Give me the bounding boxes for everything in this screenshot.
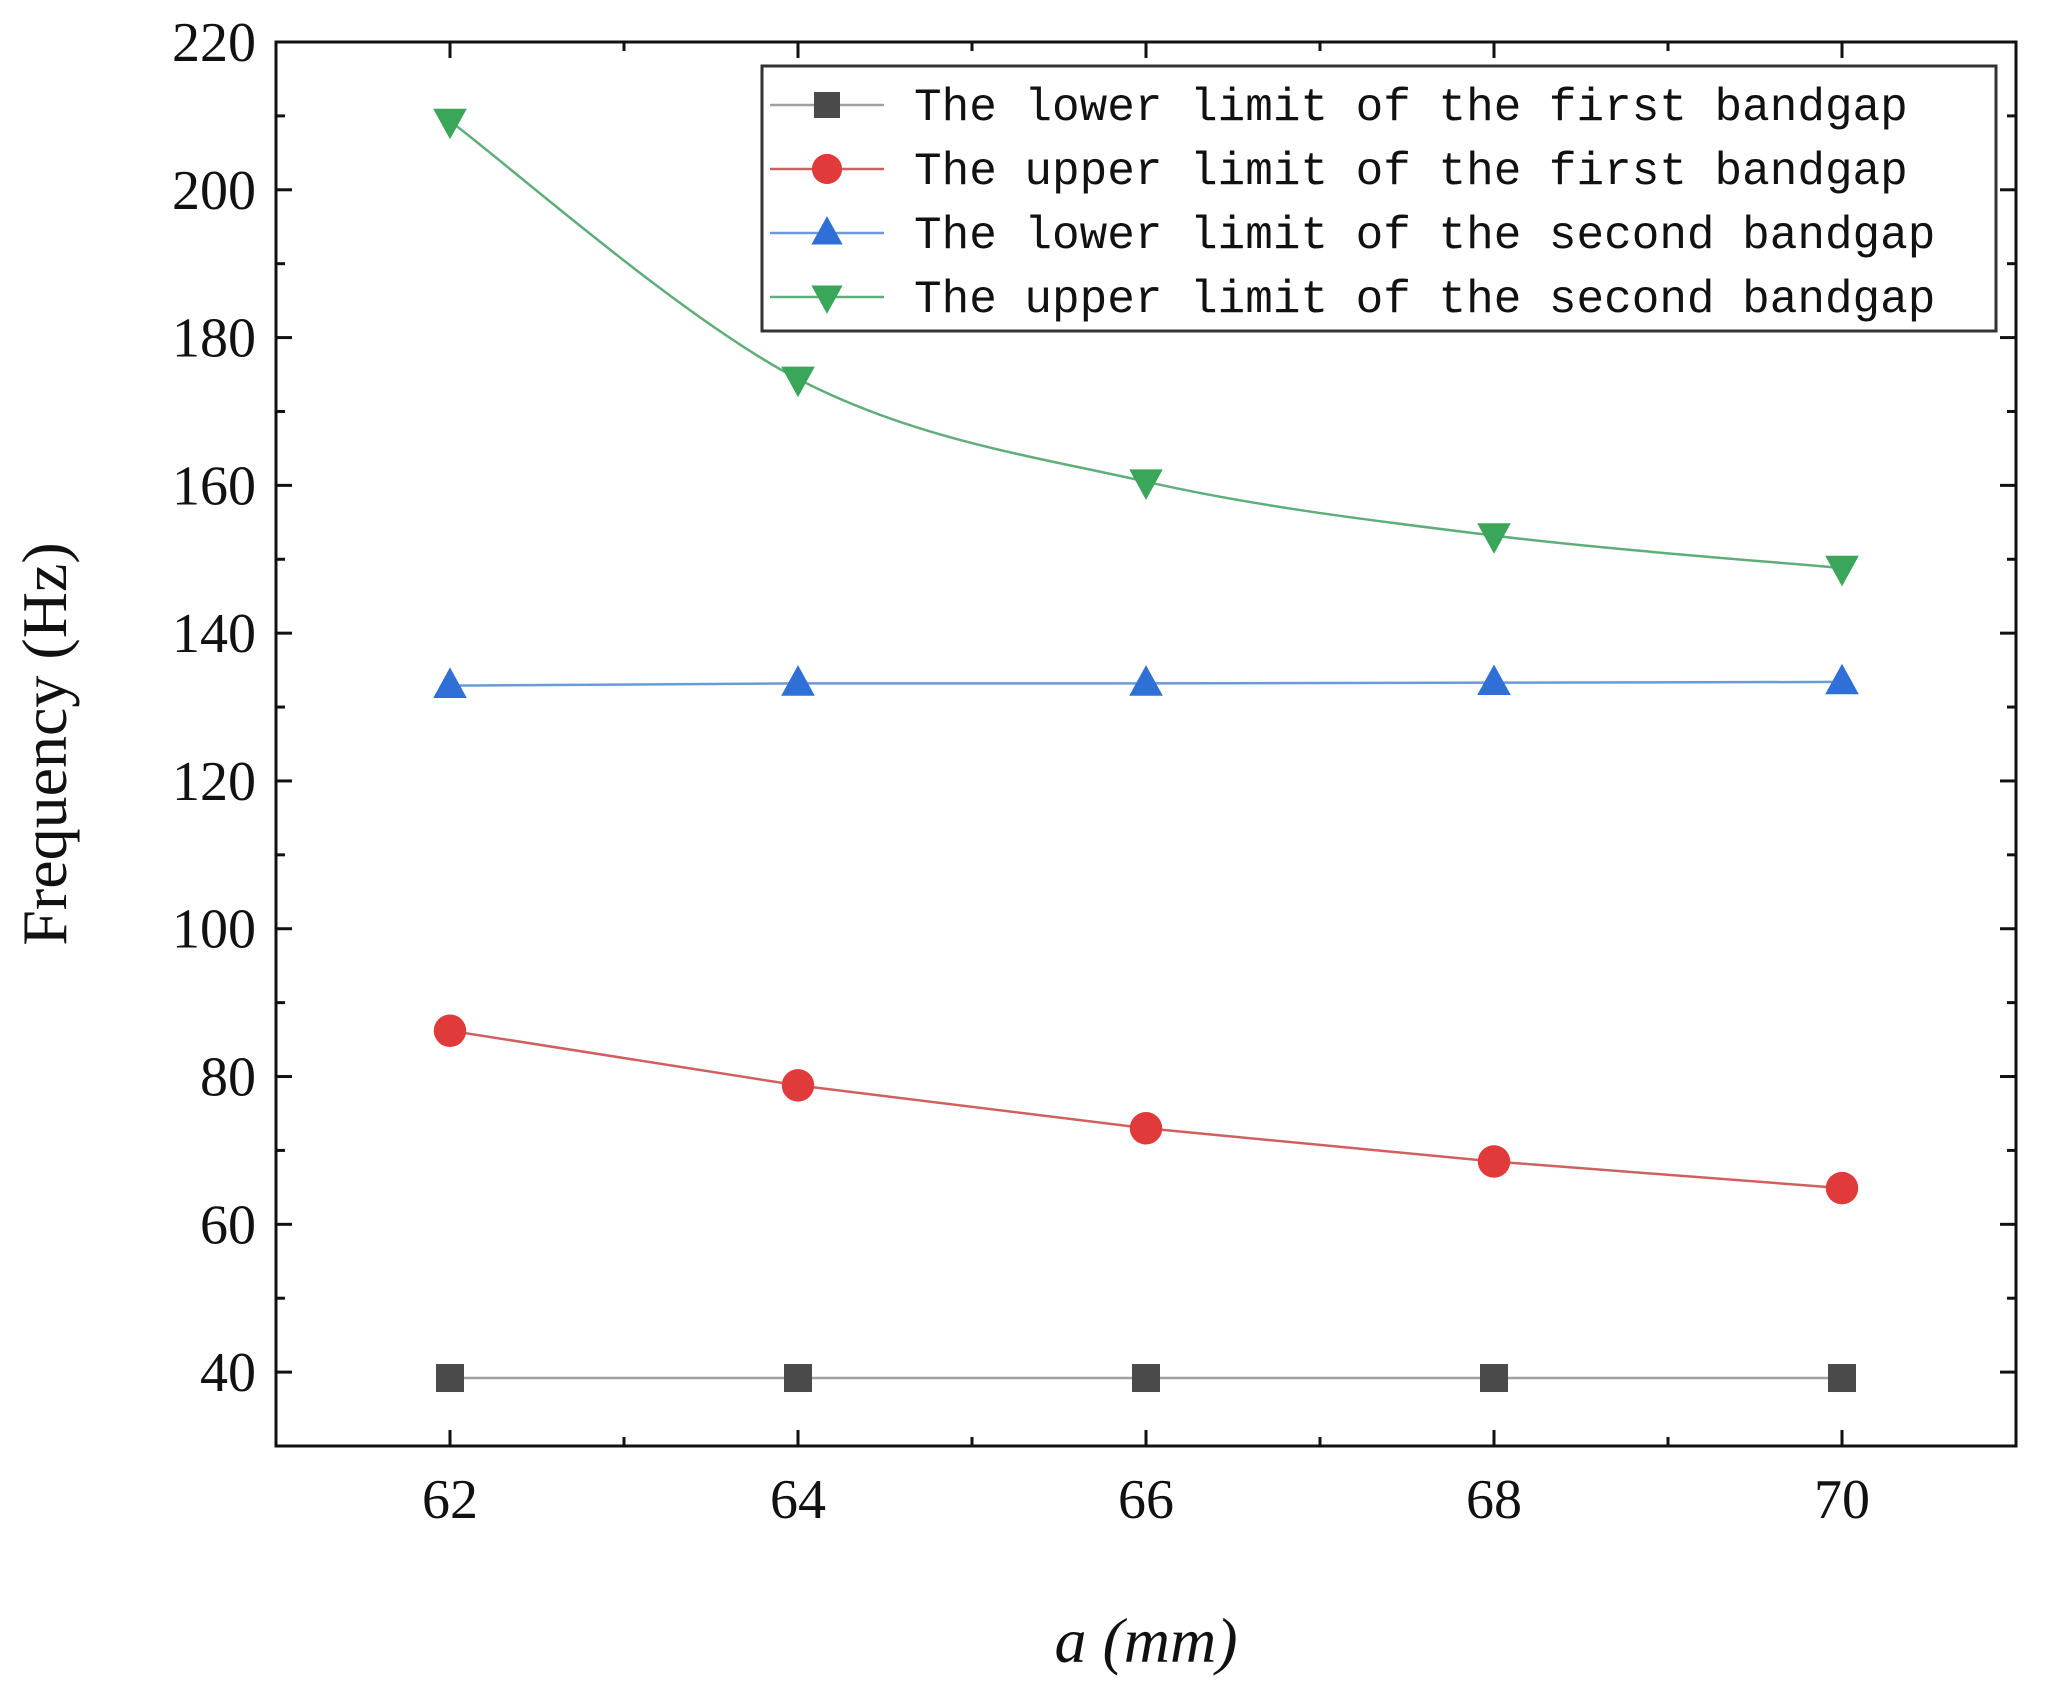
legend: The lower limit of the first bandgap The … bbox=[760, 64, 1998, 333]
series-1-marker bbox=[784, 1364, 812, 1393]
series-2-marker bbox=[1825, 1171, 1859, 1205]
legend-marker-3 bbox=[811, 216, 843, 245]
ticks-layer: 62 64 66 68 70 40 60 80 100 120 140 160 180 200 220 bbox=[172, 12, 2018, 1531]
series-1-marker bbox=[1132, 1364, 1160, 1393]
legend-marker-1 bbox=[814, 92, 840, 118]
series-4-marker bbox=[1129, 469, 1163, 500]
x-tick-label: 68 bbox=[1466, 1469, 1522, 1531]
y-tick-label: 220 bbox=[172, 12, 256, 74]
y-tick-label: 180 bbox=[172, 308, 256, 370]
series-2-marker bbox=[1477, 1145, 1511, 1178]
series-4-marker bbox=[1477, 523, 1511, 554]
y-tick-label: 40 bbox=[200, 1342, 256, 1404]
legend-label-4: The upper limit of the second bandgap bbox=[914, 274, 1935, 326]
x-tick-label: 70 bbox=[1814, 1469, 1870, 1531]
y-tick-label: 80 bbox=[200, 1047, 256, 1109]
series-4-marker bbox=[1825, 555, 1859, 587]
series-3-marker bbox=[1129, 665, 1163, 696]
series-1-marker bbox=[436, 1364, 464, 1393]
series-3-marker bbox=[1825, 663, 1859, 695]
y-tick-label: 120 bbox=[172, 751, 256, 813]
series-2-marker bbox=[433, 1014, 467, 1047]
series-4-marker bbox=[781, 366, 815, 398]
y-tick-label: 160 bbox=[172, 455, 256, 517]
y-tick-label: 60 bbox=[200, 1194, 256, 1256]
x-axis-title: a (mm) bbox=[1054, 1605, 1237, 1676]
legend-marker-2 bbox=[811, 153, 843, 185]
series-2-marker bbox=[1129, 1112, 1163, 1145]
series-1-marker bbox=[1828, 1364, 1856, 1393]
series-3-marker bbox=[781, 665, 815, 696]
series-1-marker bbox=[1480, 1364, 1508, 1393]
series-2-marker bbox=[781, 1069, 815, 1102]
series-layer bbox=[433, 108, 1859, 1393]
legend-marker-4 bbox=[811, 285, 843, 314]
legend-label-1: The lower limit of the first bandgap bbox=[914, 82, 1908, 134]
y-axis-title: Frequency (Hz) bbox=[9, 542, 80, 945]
series-3-marker bbox=[433, 667, 467, 698]
x-tick-label: 64 bbox=[770, 1469, 826, 1531]
y-tick-label: 100 bbox=[172, 899, 256, 961]
x-tick-label: 62 bbox=[422, 1469, 478, 1531]
legend-label-2: The upper limit of the first bandgap bbox=[914, 146, 1908, 198]
legend-box bbox=[760, 64, 1998, 333]
series-3-marker bbox=[1477, 664, 1511, 696]
y-tick-label: 140 bbox=[172, 603, 256, 665]
x-tick-label: 66 bbox=[1118, 1469, 1174, 1531]
legend-label-3: The lower limit of the second bandgap bbox=[914, 210, 1935, 262]
series-4-marker bbox=[433, 108, 467, 140]
y-tick-label: 200 bbox=[172, 160, 256, 222]
